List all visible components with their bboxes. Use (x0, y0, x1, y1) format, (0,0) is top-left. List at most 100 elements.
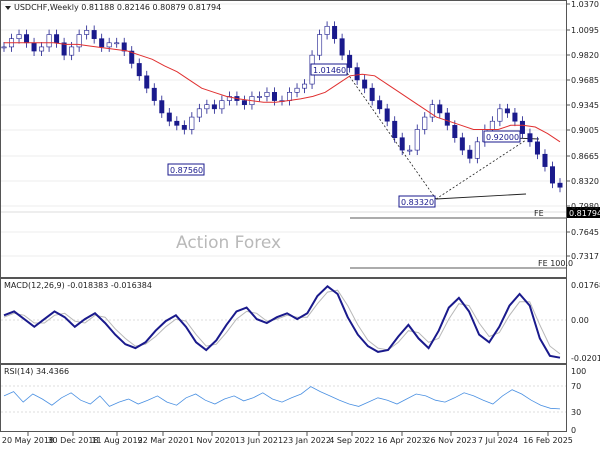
candle-body (542, 153, 548, 167)
watermark: Action Forex (176, 233, 281, 253)
candle-body (489, 120, 495, 130)
candle-body (437, 104, 443, 114)
rsi-y-label: 0 (571, 426, 576, 435)
x-axis-label: 1 Nov 2020 (189, 436, 235, 445)
candle-body (159, 100, 165, 114)
candle-body (557, 182, 563, 188)
main-y-label: 0.8320 (571, 177, 599, 186)
macd-line (3, 284, 561, 359)
rsi-y-label: 70 (571, 382, 581, 391)
candle-body (444, 112, 450, 126)
macd-y-label: 0.017689 (571, 281, 600, 290)
candle-body (129, 50, 135, 64)
x-axis-label: 13 Jun 2021 (235, 436, 283, 445)
candle-body (106, 42, 112, 48)
main-y-label: 0.7980 (571, 202, 599, 211)
candle-body (332, 25, 338, 39)
candle-body (1, 46, 7, 49)
candle-body (339, 38, 345, 56)
rsi-y-label: 100 (571, 367, 586, 376)
price-candles (1, 21, 563, 193)
candle-body (377, 100, 383, 110)
candle-body (114, 42, 120, 45)
candle-body (302, 83, 308, 89)
candle-body (46, 34, 52, 48)
x-axis-label: 30 Dec 2018 (47, 436, 98, 445)
annotation-0-92000: 0.92000 (486, 133, 519, 142)
candle-body (226, 96, 232, 101)
candle-body (362, 79, 368, 89)
candle-body (384, 108, 390, 122)
candle-body (39, 46, 45, 52)
candle-body (369, 87, 375, 101)
current-price-marker: 0.81794 (567, 207, 600, 218)
x-axis-label: 22 Mar 2020 (138, 436, 189, 445)
candle-body (31, 42, 37, 52)
main-y-label: 0.9685 (571, 76, 599, 85)
candle-body (534, 141, 540, 155)
main-y-label: 1.0370 (571, 0, 599, 9)
candle-body (452, 125, 458, 139)
candle-body (76, 34, 82, 48)
macd-y-axis-labels: 0.017689 0.00 -0.020149 (571, 281, 600, 363)
candle-body (264, 92, 270, 97)
macd-header: MACD(12,26,9) -0.018383 -0.016384 (4, 281, 152, 290)
annotation-0-83320: 0.83320 (401, 198, 434, 207)
rsi-y-label: 30 (571, 408, 581, 417)
x-axis-label: 4 Sep 2022 (329, 436, 375, 445)
x-axis-label: 7 Jul 2024 (478, 436, 518, 445)
candle-body (294, 87, 300, 93)
candle-body (151, 87, 157, 101)
candle-body (84, 30, 90, 35)
main-header: USDCHF,Weekly 0.81188 0.82146 0.80879 0.… (5, 3, 221, 12)
main-grid (1, 3, 566, 257)
candle-body (354, 67, 360, 81)
candle-body (61, 42, 67, 56)
x-axis-label: 20 May 2018 (2, 436, 54, 445)
candle-body (422, 116, 428, 130)
candle-body (474, 141, 480, 159)
candle-body (144, 75, 150, 89)
candle-body (211, 104, 217, 110)
candle-body (504, 108, 510, 114)
rsi-panel (0, 364, 567, 432)
candle-body (174, 120, 180, 126)
rsi-y-axis-labels: 100 70 30 0 (571, 367, 586, 435)
moving-average-line (4, 42, 561, 143)
main-y-label: 0.7645 (571, 228, 599, 237)
candle-body (24, 34, 30, 44)
candle-body (54, 34, 60, 44)
candle-body (324, 25, 330, 35)
x-axis-label: 11 Aug 2019 (91, 436, 142, 445)
annotation-0-87560: 0.87560 (170, 166, 203, 175)
candle-body (271, 92, 277, 101)
candle-body (459, 137, 465, 151)
candle-body (414, 129, 420, 151)
candle-body (429, 104, 435, 118)
main-y-label: 0.9820 (571, 51, 599, 60)
price-annotations: 1.01460 0.87560 0.92000 0.83320 (167, 63, 521, 208)
candle-body (16, 34, 22, 39)
main-y-label: 0.8665 (571, 152, 599, 161)
x-axis-label: 16 Apr 2023 (377, 436, 426, 445)
candle-body (317, 34, 323, 56)
main-y-label: 1.0095 (571, 26, 599, 35)
candle-body (136, 63, 142, 77)
candle-body (527, 133, 533, 143)
macd-panel (0, 278, 567, 364)
candle-body (99, 38, 105, 48)
candle-body (241, 100, 247, 106)
candle-body (287, 92, 293, 101)
candle-body (166, 112, 172, 122)
x-axis-label: 16 Feb 2025 (523, 436, 573, 445)
candle-body (121, 42, 127, 52)
rsi-header: RSI(14) 34.4366 (4, 367, 69, 376)
main-y-label: 0.9005 (571, 126, 599, 135)
candle-body (204, 104, 210, 110)
main-header-text: USDCHF,Weekly 0.81188 0.82146 0.80879 0.… (14, 3, 221, 12)
main-y-label: 0.9345 (571, 101, 599, 110)
candle-body (467, 149, 473, 159)
main-panel (0, 0, 567, 278)
macd-y-label: -0.020149 (571, 354, 600, 363)
